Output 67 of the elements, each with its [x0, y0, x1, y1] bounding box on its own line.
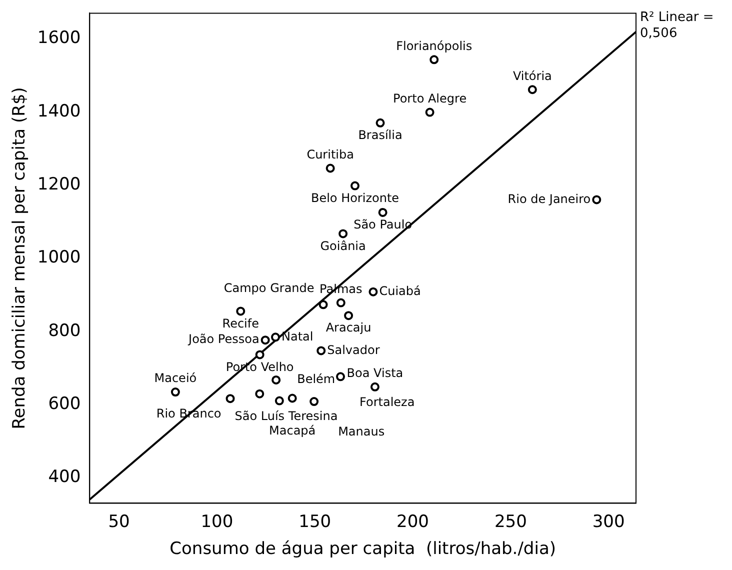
point	[338, 229, 348, 238]
annotation: Natal	[281, 329, 314, 344]
y-tick-label: 400	[48, 467, 81, 488]
annotation: Brasília	[358, 128, 402, 142]
x-tick-label: 150	[298, 512, 332, 532]
point	[336, 372, 346, 382]
point	[318, 300, 328, 310]
x-tick-label: 50	[108, 512, 130, 532]
annotation: Belém	[297, 372, 336, 386]
point	[170, 388, 180, 397]
point	[350, 181, 360, 190]
point	[376, 118, 385, 128]
annotation: Teresina	[287, 408, 338, 423]
x-tick-label: 250	[494, 512, 527, 532]
point	[226, 394, 235, 404]
annotation: Florianópolis	[396, 38, 472, 53]
annotation: Aracaju	[326, 320, 372, 335]
y-tick-label: 1400	[37, 101, 81, 122]
annotation: João Pessoa	[188, 332, 260, 346]
point	[336, 298, 346, 308]
point	[430, 55, 439, 64]
annotation: Fortaleza	[360, 394, 415, 409]
x-tick-label: 100	[200, 512, 234, 532]
y-tick-label: 1600	[37, 28, 81, 48]
point	[236, 306, 246, 316]
annotation: São Luís	[234, 408, 285, 423]
annotation: Goiânia	[320, 238, 366, 253]
x-axis-title: Consumo de água per capita (litros/hab./dia)	[170, 539, 556, 560]
annotation: Campo Grande	[224, 280, 314, 295]
text: R² Linear = 0,506	[640, 10, 714, 42]
annotation: Curitiba	[306, 147, 354, 162]
annotation: Vitória	[512, 68, 552, 83]
point	[260, 336, 270, 345]
point	[274, 396, 284, 406]
point	[316, 346, 326, 356]
point	[270, 332, 280, 342]
point	[272, 375, 281, 384]
point	[310, 397, 319, 406]
point	[255, 389, 264, 398]
point	[288, 394, 297, 403]
annotation: Cuiabá	[379, 284, 421, 298]
point	[368, 287, 378, 296]
annotation: Macapá	[269, 423, 316, 438]
y-axis-title: Renda domiciliar mensal per capita (R$)	[10, 87, 30, 430]
point	[255, 350, 264, 360]
annotation: Porto Alegre	[393, 91, 467, 106]
x-tick-label: 200	[396, 512, 429, 532]
point	[528, 85, 537, 94]
y-tick-label: 1200	[37, 174, 81, 194]
annotation: Manaus	[338, 424, 385, 439]
annotation: Recife	[222, 316, 260, 330]
y-tick-label: 800	[48, 320, 81, 341]
point	[344, 311, 354, 320]
annotation: Maceió	[154, 371, 197, 386]
point	[592, 195, 602, 204]
annotation: Rio de Janeiro	[508, 192, 591, 206]
point	[326, 164, 335, 173]
y-tick-label: 1000	[37, 248, 81, 268]
annotation: Salvador	[327, 342, 380, 357]
y-tick-label: 600	[48, 394, 81, 414]
annotation: São Paulo	[354, 218, 412, 232]
x-tick-label: 300	[592, 512, 625, 532]
point	[370, 382, 380, 392]
point	[425, 108, 434, 117]
annotation: Belo Horizonte	[310, 190, 400, 205]
annotation: Boa Vista	[346, 366, 404, 380]
point	[378, 208, 388, 217]
